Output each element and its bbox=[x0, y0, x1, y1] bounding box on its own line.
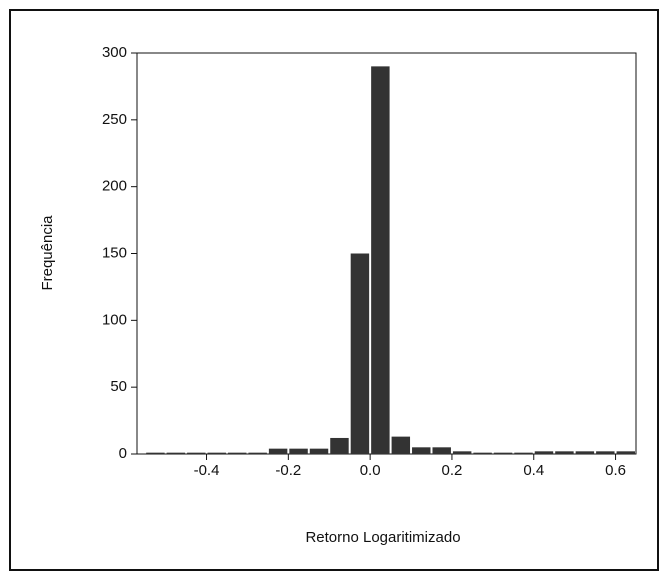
bar bbox=[493, 452, 513, 454]
bar bbox=[350, 253, 370, 454]
x-tick-label: 0.6 bbox=[605, 462, 626, 479]
bar bbox=[391, 436, 411, 454]
bar bbox=[166, 452, 186, 454]
bar bbox=[432, 447, 451, 454]
bar bbox=[248, 452, 267, 454]
y-tick-label: 100 bbox=[102, 311, 127, 328]
frame bbox=[9, 9, 659, 571]
y-tick-label: 300 bbox=[102, 44, 127, 61]
x-tick-label: 0.0 bbox=[360, 462, 381, 479]
x-tick-label: -0.4 bbox=[194, 462, 220, 479]
y-tick-label: 50 bbox=[110, 378, 127, 395]
bar bbox=[596, 451, 615, 454]
x-axis-label: Retorno Logaritimizado bbox=[305, 529, 460, 546]
bar bbox=[473, 452, 492, 454]
y-tick-label: 150 bbox=[102, 244, 127, 261]
x-tick-label: 0.2 bbox=[442, 462, 463, 479]
bar bbox=[412, 447, 431, 454]
y-axis-label: Frequência bbox=[39, 215, 56, 291]
bar bbox=[289, 448, 308, 454]
bar bbox=[555, 451, 574, 454]
y-tick-label: 0 bbox=[119, 445, 127, 462]
y-tick-label: 250 bbox=[102, 111, 127, 128]
bar bbox=[146, 452, 165, 454]
y-tick-label: 200 bbox=[102, 178, 127, 195]
bar bbox=[616, 451, 635, 454]
bar bbox=[575, 451, 595, 454]
bar bbox=[207, 452, 226, 454]
bar bbox=[452, 451, 472, 454]
bar bbox=[514, 452, 533, 454]
x-tick-label: 0.4 bbox=[523, 462, 544, 479]
bar bbox=[268, 448, 288, 454]
bar bbox=[309, 448, 329, 454]
bar bbox=[371, 66, 390, 454]
bar bbox=[534, 451, 554, 454]
bar bbox=[187, 452, 206, 454]
bar bbox=[330, 437, 349, 454]
x-tick-label: -0.2 bbox=[275, 462, 301, 479]
bar bbox=[227, 452, 247, 454]
